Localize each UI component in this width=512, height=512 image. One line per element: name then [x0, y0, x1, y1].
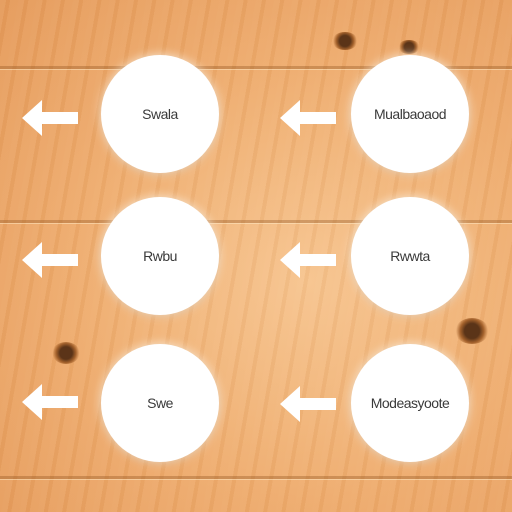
left-arrow-icon	[22, 384, 78, 420]
plank-seam	[0, 220, 512, 223]
plank-seam	[0, 66, 512, 69]
left-arrow-icon	[280, 242, 336, 278]
wood-knot	[455, 318, 489, 344]
wood-knot	[332, 32, 358, 50]
left-arrow-icon	[280, 386, 336, 422]
label-circle: Modeasyoote	[351, 344, 469, 462]
circle-label: Swala	[142, 106, 178, 122]
circle-label: Rwwta	[390, 248, 430, 264]
wood-knot	[398, 40, 420, 54]
label-circle: Swala	[101, 55, 219, 173]
label-circle: Rwbu	[101, 197, 219, 315]
circle-label: Swe	[147, 395, 173, 411]
circle-label: Mualbaoaod	[373, 106, 447, 122]
left-arrow-icon	[22, 100, 78, 136]
left-arrow-icon	[280, 100, 336, 136]
plank-seam	[0, 476, 512, 479]
circle-label: Modeasyoote	[370, 395, 450, 411]
left-arrow-icon	[22, 242, 78, 278]
wood-knot	[52, 342, 80, 364]
label-circle: Rwwta	[351, 197, 469, 315]
circle-label: Rwbu	[143, 248, 177, 264]
label-circle: Swe	[101, 344, 219, 462]
label-circle: Mualbaoaod	[351, 55, 469, 173]
